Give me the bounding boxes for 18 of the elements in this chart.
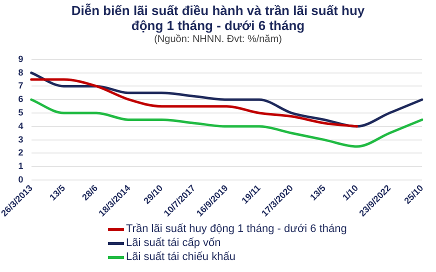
y-tick-label: 1 xyxy=(18,161,24,172)
line-series xyxy=(30,72,424,128)
chart-title: Diễn biến lãi suất điều hành và trần lãi suất huy động 1 tháng - dưới 6 tháng xyxy=(70,3,366,33)
legend-label: Lãi suất tái chiếu khấu xyxy=(126,250,236,264)
line-series xyxy=(30,98,424,148)
y-tick-label: 7 xyxy=(18,80,24,91)
y-tick-label: 3 xyxy=(18,134,24,144)
y-tick-label: 0 xyxy=(18,174,24,185)
legend-label: Lãi suất tái cấp vốn xyxy=(126,236,221,250)
y-tick-label: 8 xyxy=(18,67,24,78)
y-tick-label: 4 xyxy=(18,120,24,131)
y-tick-label: 2 xyxy=(18,148,24,158)
chart-subtitle: (Nguồn: NHNN. Đvt: %/năm) xyxy=(153,33,283,46)
legend-label: Trần lãi suất huy động 1 tháng - dưới 6 tháng xyxy=(126,222,347,236)
y-tick-label: 5 xyxy=(18,108,24,118)
y-tick-label: 6 xyxy=(18,94,24,104)
y-tick-label: 9 xyxy=(18,54,24,64)
line-series xyxy=(30,78,358,128)
